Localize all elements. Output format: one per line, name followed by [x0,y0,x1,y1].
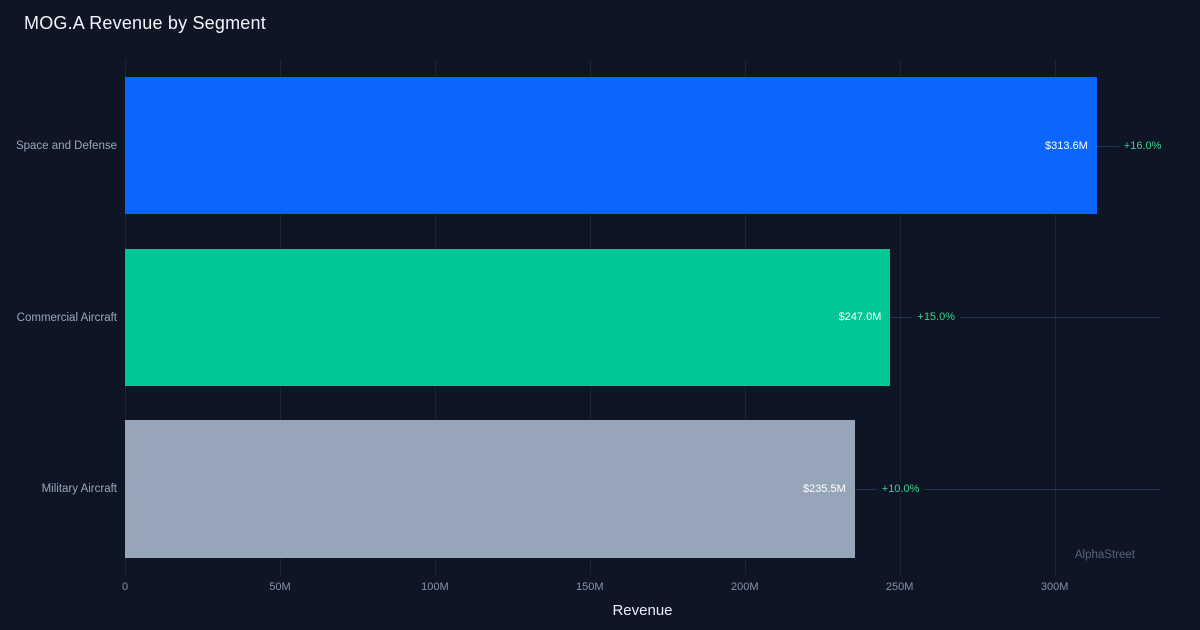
x-tick-label: 150M [576,581,604,593]
x-tick-label: 100M [421,581,449,593]
x-tick-label: 300M [1040,581,1069,593]
bar-row: $235.5M +10.0% [125,403,1160,575]
x-tick-label: 250M [885,581,914,593]
bar: $247.0M [125,248,891,387]
x-axis-ticks: 0 50M 100M 150M 200M 250M 300M [121,581,1160,595]
category-labels: Space and Defense Commercial Aircraft Mili… [0,60,120,575]
x-tick-label: 50M [269,581,291,593]
x-tick-label: 0 [121,581,129,593]
category-label: Military Aircraft [41,483,117,496]
bar-row: $313.6M +16.0% [125,60,1167,232]
chart-title: MOG.A Revenue by Segment [24,13,266,33]
watermark: AlphaStreet [1074,549,1135,561]
x-tick-label: 200M [730,581,759,593]
bar: $235.5M [125,420,855,558]
bar-row: $247.0M +15.0% [125,232,1160,404]
plot-area: $313.6M +16.0% $247.0M +15.0% $235.5M +10.0% [125,60,1167,575]
category-label: Space and Defense [15,139,117,152]
leader-line [854,489,1160,491]
bar: $313.6M [125,77,1097,215]
category-label: Commercial Aircraft [16,311,117,324]
growth-label: +10.0% [876,482,925,497]
growth-label: +16.0% [1118,138,1167,153]
leader-line [890,317,1160,319]
x-axis-label: Revenue [612,602,673,619]
bar-value-label: $247.0M [838,311,882,324]
bar-value-label: $235.5M [802,483,846,496]
bar-value-label: $313.6M [1044,139,1088,152]
growth-label: +15.0% [912,310,961,325]
bars-layer: $313.6M +16.0% $247.0M +15.0% $235.5M +10.0% [125,60,1167,575]
